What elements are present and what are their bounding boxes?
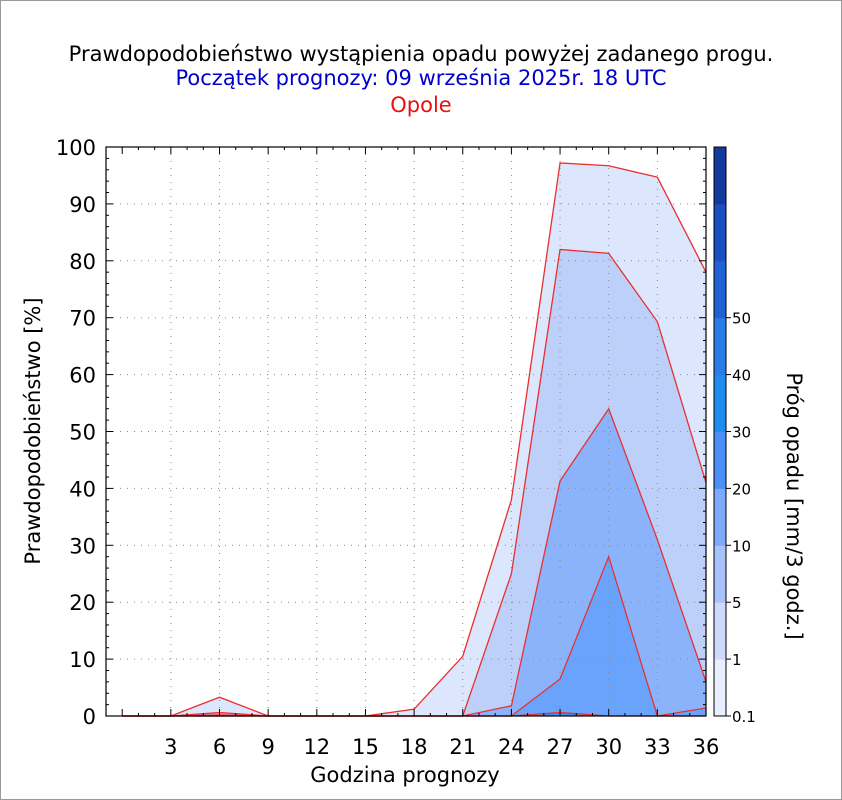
area-threshold-10 bbox=[122, 556, 707, 716]
colorbar-label: Próg opadu [mm/3 godz.] bbox=[782, 372, 806, 639]
y-tick-label: 40 bbox=[69, 477, 96, 501]
location-title: Opole bbox=[390, 93, 452, 117]
x-tick-label: 21 bbox=[449, 735, 476, 759]
x-tick-label: 3 bbox=[164, 735, 177, 759]
y-axis-label: Prawdopodobieństwo [%] bbox=[21, 297, 45, 564]
x-tick-label: 9 bbox=[261, 735, 274, 759]
y-tick-label: 20 bbox=[69, 591, 96, 615]
colorbar-tick-label: 5 bbox=[732, 594, 742, 612]
colorbar-segment bbox=[714, 317, 726, 376]
colorbar: 0.1 1 5 10 20 30 40 50 bbox=[713, 146, 756, 726]
colorbar-segment bbox=[714, 374, 726, 432]
colorbar-tick-label: 50 bbox=[732, 310, 751, 328]
x-axis-label: Godzina prognozy bbox=[310, 763, 499, 787]
colorbar-tick-label: 10 bbox=[732, 537, 751, 555]
y-tick-label: 80 bbox=[69, 250, 96, 274]
colorbar-segment bbox=[714, 431, 726, 489]
x-tick-label: 30 bbox=[595, 735, 622, 759]
colorbar-segment bbox=[714, 260, 726, 319]
colorbar-tick-label: 0.1 bbox=[732, 708, 756, 726]
colorbar-segment bbox=[714, 659, 726, 717]
tick-marks bbox=[106, 146, 707, 717]
colorbar-tick-label: 20 bbox=[732, 480, 751, 498]
colorbar-tick-label: 1 bbox=[732, 651, 742, 669]
x-tick-label: 24 bbox=[498, 735, 525, 759]
colorbar-segment bbox=[714, 203, 726, 262]
y-tick-label: 100 bbox=[56, 136, 96, 160]
colorbar-segment bbox=[714, 147, 726, 205]
y-tick-label: 50 bbox=[69, 421, 96, 445]
forecast-start-subtitle: Początek prognozy: 09 września 2025r. 18… bbox=[175, 66, 667, 90]
y-tick-label: 0 bbox=[83, 705, 96, 729]
chart-title: Prawdopodobieństwo wystąpienia opadu pow… bbox=[68, 42, 774, 66]
colorbar-segment bbox=[714, 602, 726, 660]
colorbar-tick-label: 40 bbox=[732, 367, 751, 385]
y-tick-label: 10 bbox=[69, 648, 96, 672]
x-tick-label: 18 bbox=[401, 735, 428, 759]
y-tick-label: 90 bbox=[69, 193, 96, 217]
colorbar-segment bbox=[714, 545, 726, 603]
x-tick-label: 27 bbox=[547, 735, 574, 759]
x-tick-label: 15 bbox=[352, 735, 379, 759]
y-tick-label: 70 bbox=[69, 307, 96, 331]
x-tick-label: 33 bbox=[644, 735, 671, 759]
x-tick-label: 36 bbox=[693, 735, 720, 759]
area-threshold-5 bbox=[122, 408, 707, 716]
colorbar-segment bbox=[714, 488, 726, 546]
x-tick-label: 12 bbox=[303, 735, 330, 759]
y-tick-label: 60 bbox=[69, 364, 96, 388]
x-tick-label: 6 bbox=[213, 735, 226, 759]
y-tick-label: 30 bbox=[69, 534, 96, 558]
colorbar-tick-label: 30 bbox=[732, 424, 751, 442]
